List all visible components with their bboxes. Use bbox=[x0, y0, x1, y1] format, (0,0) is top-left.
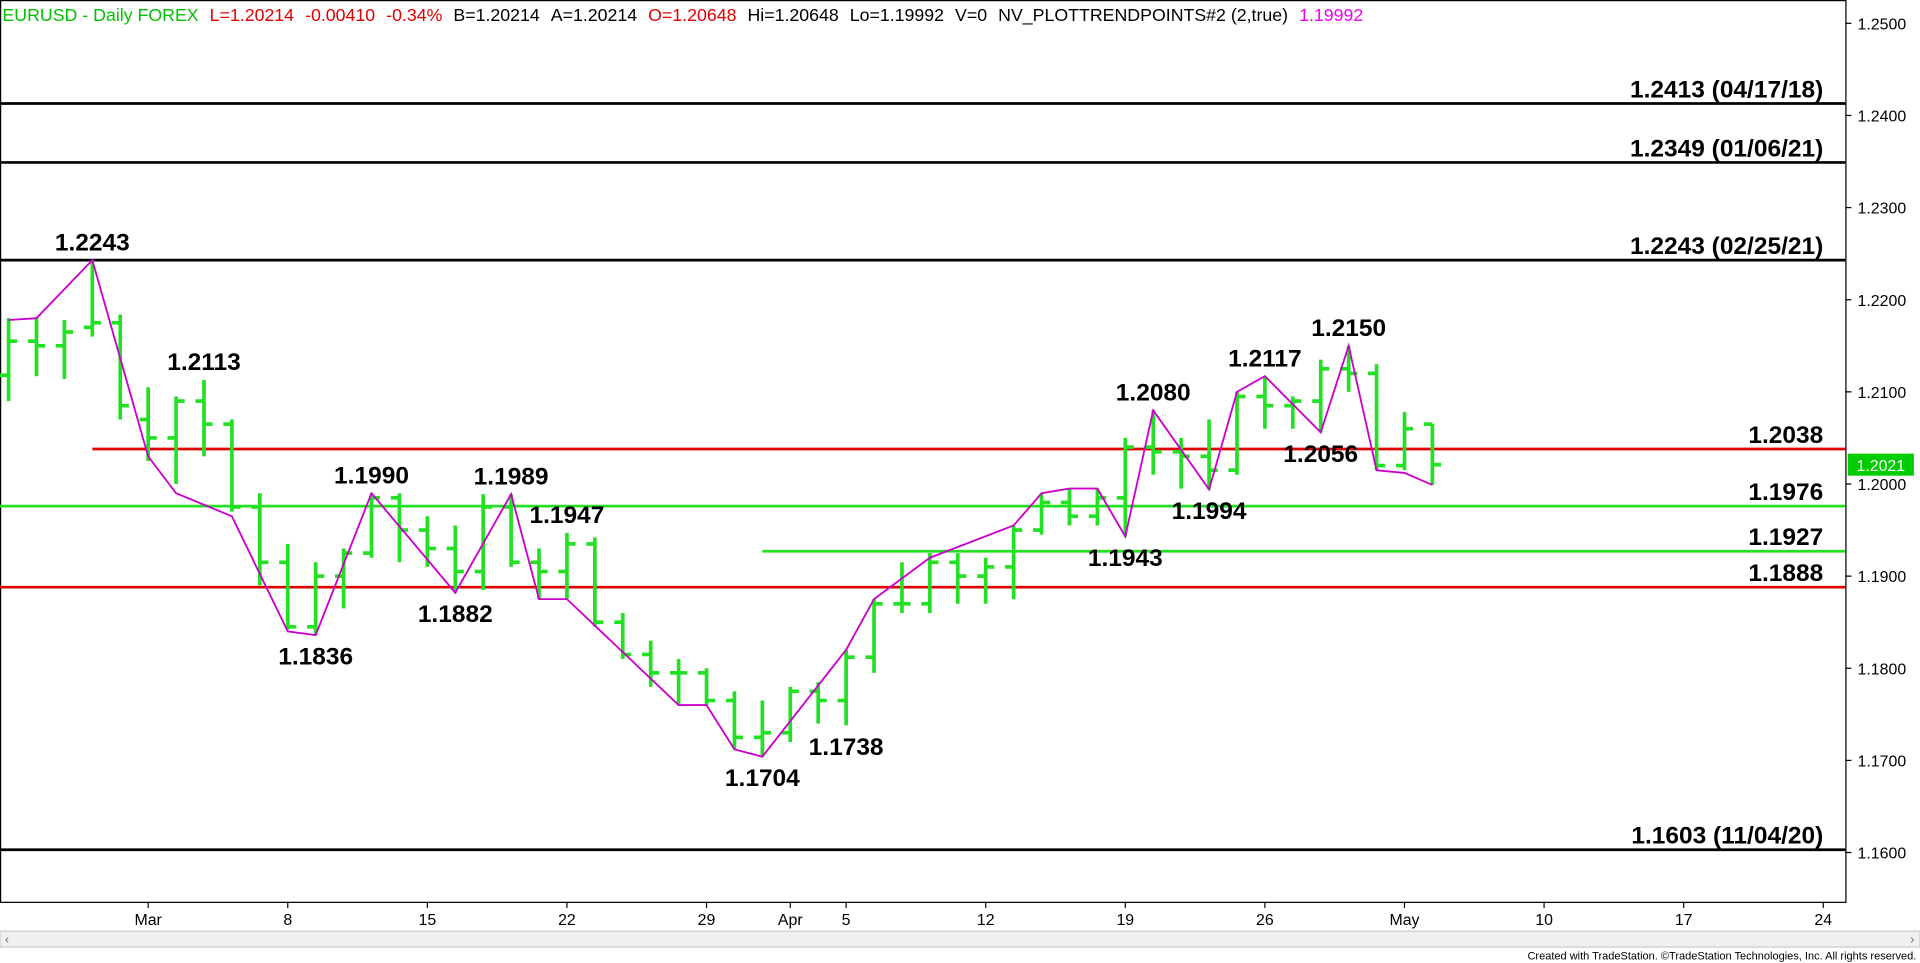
level-label: 1.2038 bbox=[1748, 422, 1823, 449]
y-tick-label: 1.1900 bbox=[1858, 569, 1907, 586]
last-price-box bbox=[1847, 453, 1914, 476]
plot-layer: 1.1600 1.1700 1.1800 1.1900 1.2000 1.2100 1.22… bbox=[0, 16, 1914, 929]
swing-label: 1.1947 bbox=[530, 502, 605, 529]
swing-label: 1.1882 bbox=[418, 601, 493, 628]
level-label: 1.2413 (04/17/18) bbox=[1630, 76, 1823, 103]
swing-label: 1.2243 bbox=[55, 229, 130, 256]
header-item: -0.34% bbox=[386, 5, 442, 25]
x-tick-label: 8 bbox=[283, 912, 292, 929]
swing-label: 1.1704 bbox=[725, 765, 800, 792]
level-label: 1.2349 (01/06/21) bbox=[1630, 135, 1823, 162]
swing-label: 1.1989 bbox=[474, 463, 549, 490]
swing-label: 1.2117 bbox=[1228, 345, 1302, 372]
y-tick-label: 1.2000 bbox=[1858, 477, 1907, 494]
header-item: 1.19992 bbox=[1299, 5, 1363, 25]
swing-label: 1.2150 bbox=[1311, 315, 1386, 342]
x-tick-label: 26 bbox=[1256, 912, 1274, 929]
y-tick-label: 1.1700 bbox=[1858, 754, 1907, 771]
header-item: Lo=1.19992 bbox=[850, 5, 944, 25]
swing-label: 1.1836 bbox=[278, 643, 353, 670]
x-tick-label: 22 bbox=[558, 912, 576, 929]
scroll-right[interactable]: › bbox=[1910, 932, 1914, 946]
level-label: 1.1927 bbox=[1748, 524, 1823, 551]
level-label: 1.1976 bbox=[1748, 479, 1823, 506]
header-item: B=1.20214 bbox=[453, 5, 539, 25]
y-tick-label: 1.2300 bbox=[1858, 201, 1907, 218]
swing-label: 1.1994 bbox=[1172, 498, 1247, 525]
swing-label: 1.2056 bbox=[1283, 441, 1358, 468]
y-tick-label: 1.1600 bbox=[1858, 846, 1907, 863]
header-item: NV_PLOTTRENDPOINTS#2 (2,true) bbox=[998, 5, 1288, 26]
swing-label: 1.2080 bbox=[1116, 379, 1191, 406]
swing-label: 1.2113 bbox=[167, 349, 241, 376]
x-tick-label: 5 bbox=[842, 912, 851, 929]
last-price-label: 1.2021 bbox=[1856, 458, 1905, 475]
level-label: 1.1603 (11/04/20) bbox=[1631, 823, 1823, 850]
x-tick-label: 10 bbox=[1535, 912, 1553, 929]
x-tick-label: Mar bbox=[134, 912, 162, 929]
header-item: -0.00410 bbox=[305, 5, 375, 25]
footer: Created with TradeStation. ©TradeStation… bbox=[1527, 950, 1916, 962]
x-tick-label: 15 bbox=[418, 912, 436, 929]
x-tick-label: May bbox=[1389, 912, 1419, 929]
header-item: Hi=1.20648 bbox=[747, 5, 838, 25]
scrollbar[interactable] bbox=[0, 930, 1920, 948]
y-tick-label: 1.2400 bbox=[1858, 109, 1907, 126]
header-item: EURUSD - Daily FOREX bbox=[2, 5, 198, 25]
y-tick-label: 1.2500 bbox=[1858, 16, 1907, 33]
trend-line bbox=[8, 258, 1433, 758]
y-tick-label: 1.2100 bbox=[1858, 385, 1907, 402]
x-tick-label: 19 bbox=[1116, 912, 1134, 929]
header: EURUSD - Daily FOREX L=1.20214 -0.00410 -0.… bbox=[2, 5, 1363, 26]
x-tick-label: 12 bbox=[977, 912, 995, 929]
swing-label: 1.1990 bbox=[334, 462, 409, 489]
header-item: V=0 bbox=[955, 5, 987, 25]
x-tick-label: 24 bbox=[1814, 912, 1832, 929]
x-tick-label: 17 bbox=[1675, 912, 1693, 929]
scroll-left[interactable]: ‹ bbox=[5, 932, 9, 946]
swing-label: 1.1738 bbox=[809, 734, 884, 761]
header-item: A=1.20214 bbox=[551, 5, 637, 25]
swing-label: 1.1943 bbox=[1088, 545, 1163, 572]
y-tick-label: 1.1800 bbox=[1858, 661, 1907, 678]
x-tick-label: 29 bbox=[698, 912, 716, 929]
level-label: 1.2243 (02/25/21) bbox=[1630, 233, 1823, 260]
header-item: O=1.20648 bbox=[648, 5, 736, 25]
plot-frame bbox=[0, 0, 1847, 903]
level-label: 1.1888 bbox=[1748, 560, 1823, 587]
y-tick-label: 1.2200 bbox=[1858, 293, 1907, 310]
header-item: L=1.20214 bbox=[210, 5, 295, 25]
x-tick-label: Apr bbox=[778, 912, 803, 929]
